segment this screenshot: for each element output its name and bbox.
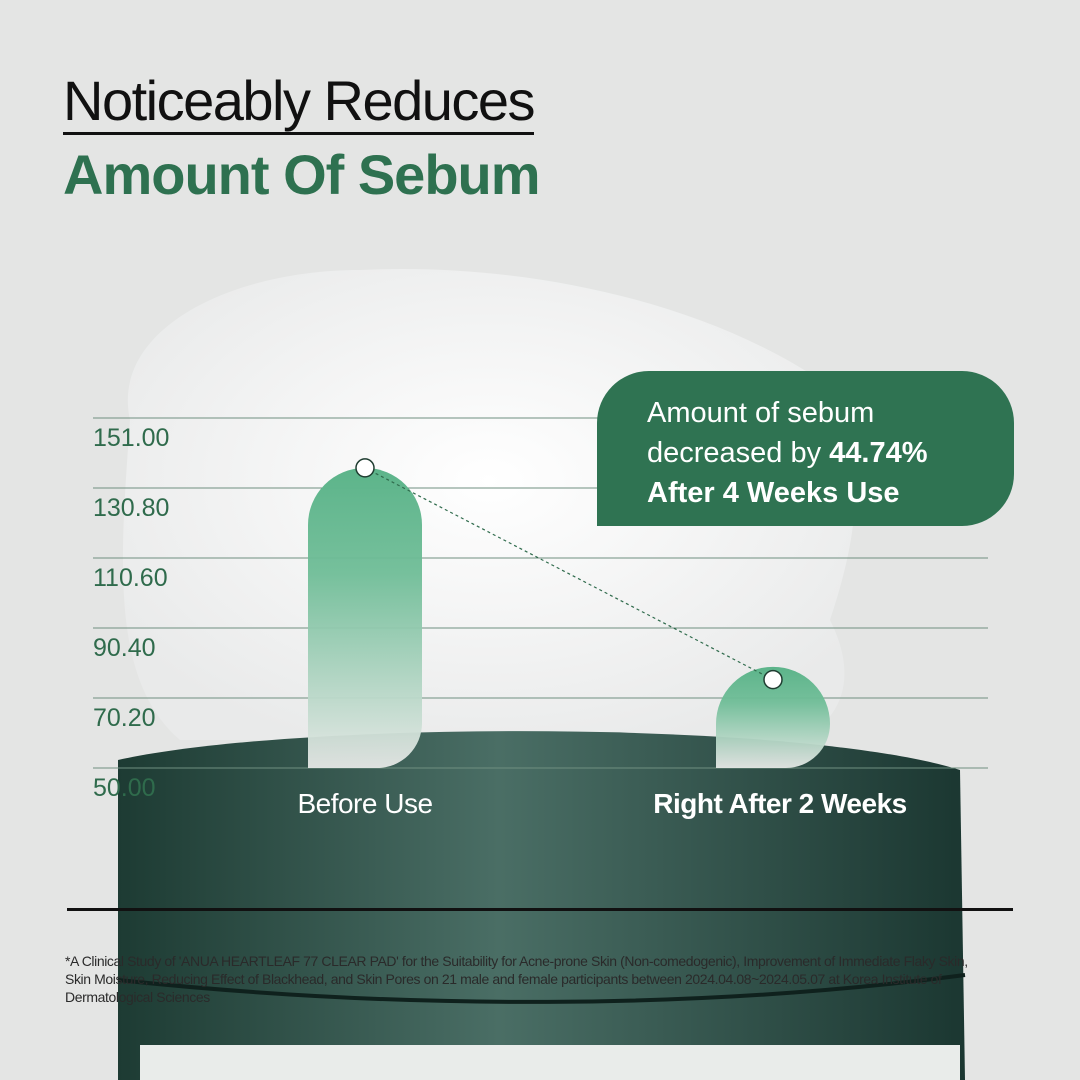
y-tick-label: 130.80 bbox=[93, 494, 169, 522]
y-tick-label: 110.60 bbox=[93, 564, 168, 592]
callout-line-2: decreased by 44.74% bbox=[647, 433, 1014, 473]
result-callout: Amount of sebum decreased by 44.74% Afte… bbox=[597, 371, 1014, 526]
y-tick-label: 50.00 bbox=[93, 774, 156, 802]
y-tick-label: 90.40 bbox=[93, 634, 156, 662]
y-tick-label: 70.20 bbox=[93, 704, 156, 732]
y-tick-label: 151.00 bbox=[93, 424, 169, 452]
callout-period: After 4 Weeks Use bbox=[647, 477, 900, 509]
point-marker-0 bbox=[355, 458, 375, 478]
jar bbox=[118, 731, 965, 1080]
callout-line-1: Amount of sebum bbox=[647, 397, 875, 429]
callout-prefix: decreased by bbox=[647, 437, 830, 469]
bar-0 bbox=[308, 467, 422, 768]
divider bbox=[67, 908, 1013, 911]
callout-line-3: After 4 Weeks Use bbox=[647, 473, 1014, 513]
title-line-1: Noticeably Reduces bbox=[63, 70, 536, 135]
x-label-after: Right After 2 Weeks bbox=[653, 788, 907, 819]
x-label-before: Before Use bbox=[297, 788, 433, 819]
footnote: *A Clinical Study of 'ANUA HEARTLEAF 77 … bbox=[65, 953, 968, 1005]
callout-percent: 44.74% bbox=[829, 437, 928, 469]
bar-1 bbox=[716, 666, 830, 768]
title-line-2: Amount Of Sebum bbox=[63, 143, 541, 206]
point-marker-1 bbox=[763, 669, 783, 690]
connector-line bbox=[364, 467, 774, 681]
